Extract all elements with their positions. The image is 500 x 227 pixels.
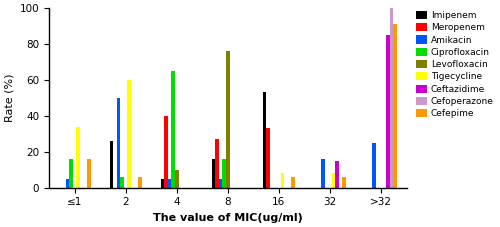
Bar bbox=[292, 177, 295, 188]
Bar bbox=[128, 80, 131, 188]
Bar bbox=[160, 179, 164, 188]
Bar bbox=[226, 51, 230, 188]
Bar bbox=[219, 179, 222, 188]
Bar bbox=[76, 127, 80, 188]
Bar bbox=[332, 173, 336, 188]
Bar bbox=[69, 159, 73, 188]
Bar bbox=[263, 92, 266, 188]
Y-axis label: Rate (%): Rate (%) bbox=[4, 74, 14, 122]
Bar bbox=[280, 173, 284, 188]
Bar bbox=[212, 159, 216, 188]
Bar bbox=[372, 143, 376, 188]
Bar bbox=[386, 35, 390, 188]
Bar bbox=[87, 159, 90, 188]
Bar bbox=[394, 24, 397, 188]
Bar bbox=[164, 116, 168, 188]
Bar bbox=[138, 177, 141, 188]
Bar bbox=[120, 177, 124, 188]
Bar bbox=[266, 128, 270, 188]
Bar bbox=[336, 161, 339, 188]
Bar bbox=[342, 177, 346, 188]
Bar bbox=[175, 170, 178, 188]
Bar bbox=[216, 139, 219, 188]
Bar bbox=[390, 8, 394, 188]
X-axis label: The value of MIC(ug/ml): The value of MIC(ug/ml) bbox=[153, 213, 302, 223]
Bar bbox=[66, 179, 69, 188]
Bar bbox=[110, 141, 113, 188]
Bar bbox=[222, 159, 226, 188]
Legend: Imipenem, Meropenem, Amikacin, Ciprofloxacin, Levofloxacin, Tigecycline, Ceftazi: Imipenem, Meropenem, Amikacin, Ciproflox… bbox=[414, 9, 496, 120]
Bar bbox=[168, 179, 172, 188]
Bar bbox=[116, 98, 120, 188]
Bar bbox=[172, 71, 175, 188]
Bar bbox=[321, 159, 324, 188]
